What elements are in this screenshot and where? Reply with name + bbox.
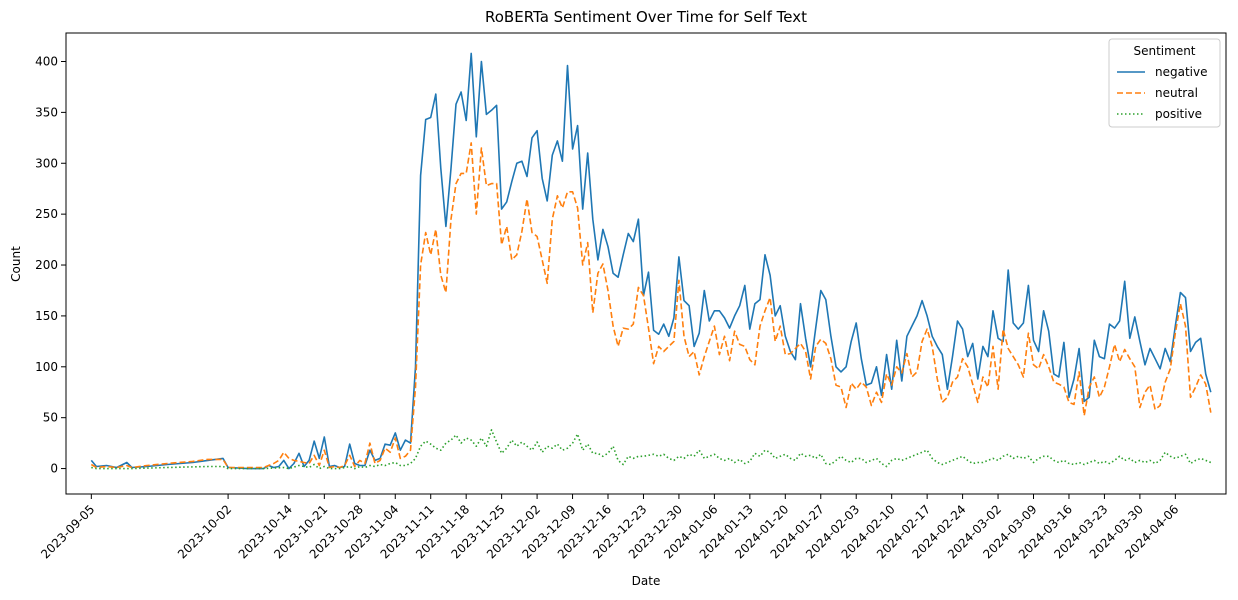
- y-tick-label: 300: [35, 156, 58, 170]
- x-axis: 2023-09-05 2023-10-02 2023-10-142023-10-21…: [38, 494, 1181, 561]
- series-line-neutral: [90, 142, 1212, 469]
- legend: Sentiment negative neutral positive: [1108, 38, 1221, 128]
- y-axis-label: Count: [9, 246, 23, 282]
- legend-label-neutral: neutral: [1155, 86, 1198, 100]
- y-tick-label: 150: [35, 309, 58, 323]
- legend-label-negative: negative: [1155, 65, 1207, 79]
- y-axis: 0 50 100 150 200 250 300 350 400: [35, 54, 66, 476]
- legend-box: [1108, 38, 1221, 128]
- legend-label-positive: positive: [1155, 107, 1202, 121]
- x-axis-label: Date: [632, 574, 661, 588]
- y-tick-label: 200: [35, 258, 58, 272]
- plot-frame: [65, 32, 1227, 495]
- y-tick-label: 100: [35, 360, 58, 374]
- y-tick-label: 350: [35, 105, 58, 119]
- series-line-positive: [91, 429, 1212, 470]
- x-tick-label: 2023-10-02: [175, 502, 234, 561]
- y-tick-label: 400: [35, 54, 58, 68]
- y-tick-label: 0: [50, 462, 58, 476]
- x-tick-label: 2023-09-05: [38, 502, 97, 561]
- y-tick-label: 250: [35, 207, 58, 221]
- series-layer: [90, 52, 1212, 470]
- chart-title: RoBERTa Sentiment Over Time for Self Tex…: [485, 8, 807, 26]
- legend-title: Sentiment: [1133, 44, 1195, 58]
- y-tick-label: 50: [43, 411, 58, 425]
- series-line-negative: [90, 52, 1212, 470]
- legend-items: negative neutral positive: [1117, 65, 1207, 121]
